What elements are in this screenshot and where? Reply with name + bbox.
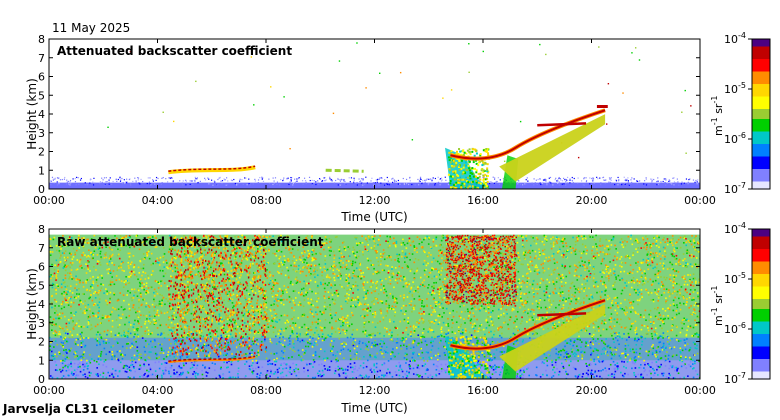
rising-cloud-body <box>499 304 606 372</box>
x-axis-label: Time (UTC) <box>340 401 407 415</box>
y-tick-label: 3 <box>38 317 45 330</box>
panel-title: Raw attenuated backscatter coefficient <box>57 235 324 249</box>
y-tick-label: 5 <box>38 279 45 292</box>
x-tick-label: 00:00 <box>33 194 65 207</box>
colorbar-tick-label: 10-7 <box>724 181 746 196</box>
x-tick-label: 00:00 <box>684 194 716 207</box>
y-tick-label: 3 <box>38 127 45 140</box>
y-axis-label: Height (km) <box>25 268 39 339</box>
x-tick-label: 00:00 <box>684 384 716 397</box>
colorbar-tick-label: 10-5 <box>724 271 746 286</box>
y-tick-label: 8 <box>38 33 45 46</box>
colorbar-tick-label: 10-4 <box>724 31 746 46</box>
x-tick-label: 00:00 <box>33 384 65 397</box>
cloud-layer-a <box>168 165 256 175</box>
date-label: 11 May 2025 <box>52 21 131 35</box>
colorbar-1: 10-4 10-5 10-6 10-7 m-1 sr-1 <box>710 31 771 196</box>
cloud-layer-b <box>325 168 364 173</box>
y-tick-label: 1 <box>38 354 45 367</box>
x-tick-label: 04:00 <box>142 384 174 397</box>
x-tick-label: 20:00 <box>576 384 608 397</box>
colorbar-frame <box>751 228 771 380</box>
y-tick-label: 1 <box>38 164 45 177</box>
y-tick-label: 8 <box>38 223 45 236</box>
rising-cloud-body <box>499 114 606 182</box>
y-tick-label: 7 <box>38 52 45 65</box>
upper-cloud-layer <box>537 312 587 317</box>
x-tick-label: 16:00 <box>467 384 499 397</box>
heatmap-panel-2 <box>49 229 700 379</box>
panel-title: Attenuated backscatter coefficient <box>57 44 292 58</box>
y-tick-label: 4 <box>38 298 45 311</box>
colorbar-tick-label: 10-6 <box>724 131 746 146</box>
y-tick-label: 6 <box>38 71 45 84</box>
x-tick-label: 16:00 <box>467 194 499 207</box>
x-tick-label: 08:00 <box>250 384 282 397</box>
x-tick-label: 20:00 <box>576 194 608 207</box>
y-tick-label: 6 <box>38 261 45 274</box>
colorbar-tick-label: 10-6 <box>724 321 746 336</box>
colorbar-unit-label: m-1 sr-1 <box>710 286 725 326</box>
y-tick-label: 2 <box>38 336 45 349</box>
plot-background <box>49 39 700 189</box>
x-tick-label: 12:00 <box>359 194 391 207</box>
x-tick-label: 12:00 <box>359 384 391 397</box>
station-label: Jarvselja CL31 ceilometer <box>3 402 175 416</box>
colorbar-2: 10-4 10-5 10-6 10-7 m-1 sr-1 <box>710 221 771 386</box>
y-tick-label: 4 <box>38 108 45 121</box>
colorbar-tick-label: 10-7 <box>724 371 746 386</box>
colorbar-frame <box>751 38 771 190</box>
y-tick-label: 2 <box>38 146 45 159</box>
y-tick-label: 0 <box>38 183 45 196</box>
y-tick-label: 7 <box>38 242 45 255</box>
colorbar-tick-label: 10-4 <box>724 221 746 236</box>
y-tick-label: 0 <box>38 373 45 386</box>
colorbar-unit-label: m-1 sr-1 <box>710 96 725 136</box>
cloud-layer-a <box>168 356 256 364</box>
upper-cloud-layer <box>537 122 587 127</box>
x-tick-label: 08:00 <box>250 194 282 207</box>
heatmap-panel-1 <box>49 39 700 189</box>
y-axis-label: Height (km) <box>25 78 39 149</box>
x-axis-label: Time (UTC) <box>340 210 407 224</box>
y-tick-label: 5 <box>38 89 45 102</box>
colorbar-tick-label: 10-5 <box>724 81 746 96</box>
x-tick-label: 04:00 <box>142 194 174 207</box>
